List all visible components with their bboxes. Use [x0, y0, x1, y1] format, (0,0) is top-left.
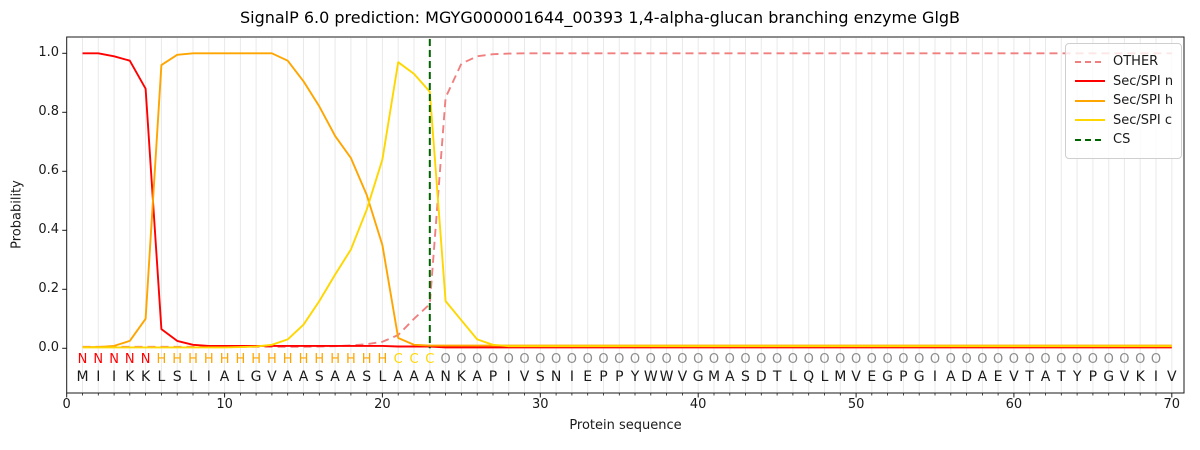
legend-label-sec-spi-h: Sec/SPI h: [1113, 93, 1174, 109]
legend-label-other: OTHER: [1113, 54, 1159, 70]
legend-label-cs: CS: [1113, 132, 1131, 148]
other-line-sample: [1075, 60, 1105, 63]
sec-spi-h-line: [82, 52, 1172, 349]
legend-item-cs: CS: [1075, 130, 1172, 150]
sec-spi-h-line-sample: [1075, 99, 1105, 102]
sec-spi-c-line: [82, 61, 1172, 349]
sec-spi-n-line-sample: [1075, 80, 1105, 83]
other-line: [82, 52, 1172, 348]
legend-item-sec-spi-n: Sec/SPI n: [1075, 72, 1174, 92]
legend-item-sec-spi-c: Sec/SPI c: [1075, 111, 1172, 131]
chart-title: SignalP 6.0 prediction: MGYG000001644_00…: [239, 8, 961, 27]
x-axis-label: Protein sequence: [569, 418, 682, 433]
cs-line-sample: [1075, 138, 1105, 141]
legend-item-sec-spi-h: Sec/SPI h: [1075, 91, 1174, 111]
legend-item-other: OTHER: [1075, 52, 1172, 72]
legend-label-sec-spi-n: Sec/SPI n: [1113, 73, 1174, 89]
sec-spi-c-line-sample: [1075, 119, 1105, 122]
sec-spi-n-line: [82, 52, 1172, 349]
legend-box: OTHER Sec/SPI n Sec/SPI h Sec/SPI c CS: [1065, 43, 1182, 159]
legend-label-sec-spi-c: Sec/SPI c: [1113, 112, 1172, 128]
axes-spines: [66, 36, 1185, 394]
